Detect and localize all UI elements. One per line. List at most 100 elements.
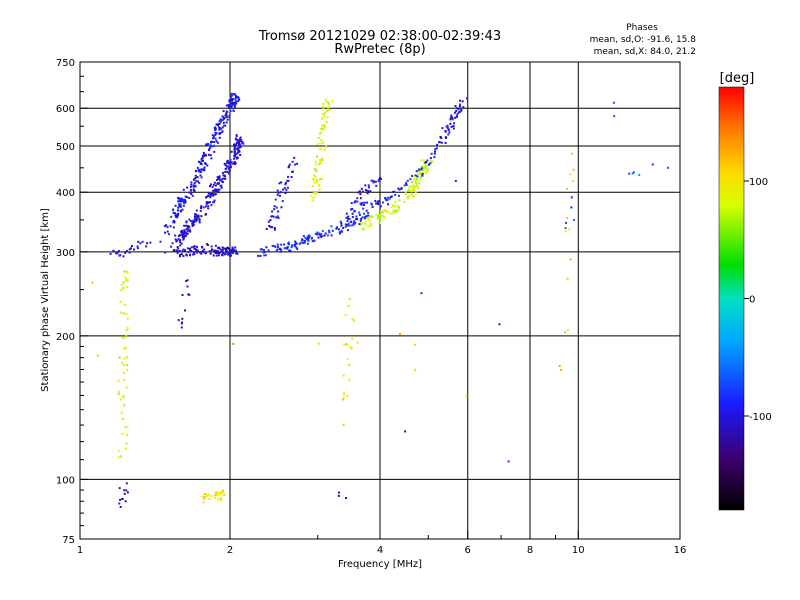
- data-point: [434, 148, 437, 151]
- data-point: [420, 292, 423, 295]
- data-point: [218, 120, 221, 123]
- data-point: [317, 136, 320, 139]
- data-point: [136, 247, 139, 250]
- data-point: [269, 219, 272, 222]
- data-point: [176, 215, 179, 218]
- data-point: [217, 182, 220, 185]
- data-point: [444, 130, 447, 133]
- data-point: [457, 108, 460, 111]
- data-point: [651, 163, 654, 166]
- data-point: [339, 232, 341, 235]
- data-point: [191, 221, 194, 224]
- data-point: [322, 106, 325, 109]
- data-point: [381, 210, 384, 213]
- data-point: [450, 116, 453, 119]
- data-point: [571, 152, 574, 155]
- data-point: [392, 212, 395, 215]
- data-point: [281, 200, 284, 203]
- data-point: [354, 200, 357, 203]
- data-point: [364, 216, 366, 219]
- data-point: [348, 224, 351, 227]
- data-point: [309, 194, 312, 197]
- data-point: [214, 184, 217, 187]
- data-point: [189, 185, 192, 188]
- data-point: [207, 205, 210, 208]
- data-point: [182, 200, 185, 203]
- data-point: [203, 248, 206, 251]
- data-point: [228, 252, 231, 255]
- data-point: [566, 277, 569, 280]
- data-point: [429, 157, 432, 160]
- data-point: [121, 498, 124, 500]
- data-point: [364, 217, 366, 220]
- data-point: [351, 337, 354, 340]
- data-point: [433, 156, 436, 159]
- data-point: [564, 331, 567, 334]
- data-point: [210, 157, 213, 160]
- data-point: [218, 252, 220, 255]
- data-point: [201, 249, 204, 252]
- data-point: [233, 150, 236, 153]
- data-point: [220, 127, 223, 130]
- data-point: [293, 156, 296, 159]
- data-point: [374, 180, 377, 183]
- colorbar-label: [deg]: [720, 71, 755, 86]
- data-point: [220, 497, 223, 500]
- data-point: [370, 203, 373, 206]
- data-point: [346, 344, 349, 347]
- data-point: [200, 207, 202, 209]
- data-point: [180, 242, 183, 245]
- data-point: [458, 111, 461, 114]
- data-point: [394, 205, 397, 208]
- data-point: [186, 230, 189, 233]
- data-point: [164, 251, 167, 254]
- data-point: [213, 150, 216, 153]
- data-point: [123, 357, 126, 360]
- data-point: [321, 229, 324, 232]
- data-point: [125, 335, 128, 338]
- data-point: [177, 206, 180, 209]
- data-point: [370, 223, 372, 226]
- data-point: [356, 197, 359, 200]
- data-point: [413, 177, 416, 180]
- data-point: [358, 223, 361, 226]
- data-point: [265, 246, 268, 249]
- data-point: [570, 196, 573, 199]
- data-point: [226, 171, 229, 173]
- data-point: [321, 113, 324, 115]
- data-point: [206, 244, 209, 246]
- data-point: [372, 215, 374, 218]
- data-point: [289, 250, 292, 253]
- data-point: [208, 250, 211, 253]
- data-point: [230, 106, 233, 108]
- data-point: [126, 271, 129, 274]
- data-point: [235, 147, 238, 150]
- data-point: [176, 246, 179, 249]
- data-point: [126, 317, 129, 320]
- data-point: [507, 460, 510, 463]
- data-point: [385, 210, 387, 213]
- data-point: [314, 160, 317, 163]
- data-point: [226, 111, 229, 113]
- data-point: [201, 245, 203, 248]
- data-point: [315, 163, 317, 166]
- data-point: [179, 239, 182, 242]
- data-point: [194, 213, 196, 216]
- data-point: [435, 147, 438, 150]
- data-point: [306, 242, 309, 245]
- data-point: [344, 314, 347, 316]
- data-point: [174, 234, 177, 237]
- data-point: [202, 167, 205, 170]
- data-point: [118, 254, 121, 257]
- data-point: [324, 98, 327, 101]
- data-point: [390, 206, 393, 209]
- data-point: [235, 252, 238, 255]
- data-point: [279, 250, 282, 253]
- data-point: [446, 126, 449, 129]
- data-point: [213, 193, 215, 196]
- data-point: [226, 246, 229, 249]
- data-point: [440, 141, 443, 144]
- data-point: [224, 114, 227, 117]
- data-point: [218, 132, 221, 135]
- data-point: [209, 154, 212, 157]
